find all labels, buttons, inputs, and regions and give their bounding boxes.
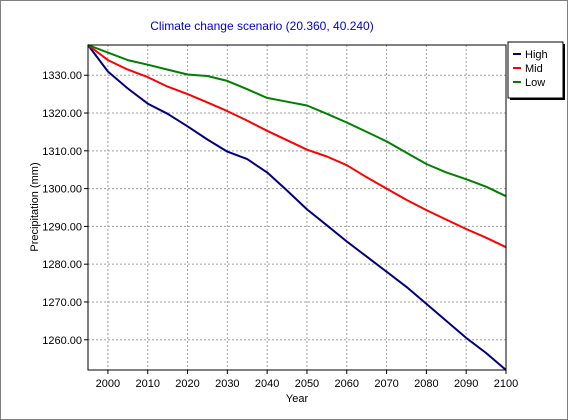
x-tick-label: 2030 (215, 378, 239, 390)
series-layer (87, 44, 507, 371)
legend-label-mid: Mid (525, 63, 543, 75)
y-axis-label: Precipitation (mm) (29, 162, 41, 251)
plot-area-border (87, 44, 507, 371)
series-line-mid (87, 44, 507, 249)
x-tick-label: 2100 (494, 378, 518, 390)
chart-title: Climate change scenario (20.360, 40.240) (150, 19, 373, 33)
grid (88, 45, 507, 370)
legend: High Mid Low (507, 41, 565, 100)
y-axis: 1260.00 1270.00 1280.00 1290.00 1300.00 1310.… (42, 70, 88, 347)
x-axis: 2000 2010 2020 2030 2040 2050 2060 2070 2080 2090… (96, 370, 518, 390)
y-tick-label: 1270.00 (42, 297, 82, 309)
x-tick-label: 2050 (295, 378, 319, 390)
x-tick-label: 2000 (96, 378, 120, 390)
legend-label-high: High (525, 49, 548, 61)
x-tick-label: 2090 (454, 378, 478, 390)
x-tick-label: 2060 (335, 378, 359, 390)
y-tick-label: 1280.00 (42, 259, 82, 271)
legend-box (507, 41, 564, 99)
x-tick-label: 2040 (255, 378, 279, 390)
y-tick-label: 1310.00 (42, 146, 82, 158)
x-tick-label: 2020 (175, 378, 199, 390)
x-axis-label: Year (286, 393, 309, 405)
series-line-high (87, 44, 507, 371)
y-tick-label: 1300.00 (42, 184, 82, 196)
x-tick-label: 2010 (135, 378, 159, 390)
y-tick-label: 1290.00 (42, 221, 82, 233)
x-tick-label: 2080 (414, 378, 438, 390)
series-line-low (87, 44, 507, 198)
y-tick-label: 1260.00 (42, 335, 82, 347)
legend-label-low: Low (525, 77, 545, 89)
y-tick-label: 1330.00 (42, 70, 82, 82)
x-tick-label: 2070 (374, 378, 398, 390)
y-tick-label: 1320.00 (42, 108, 82, 120)
